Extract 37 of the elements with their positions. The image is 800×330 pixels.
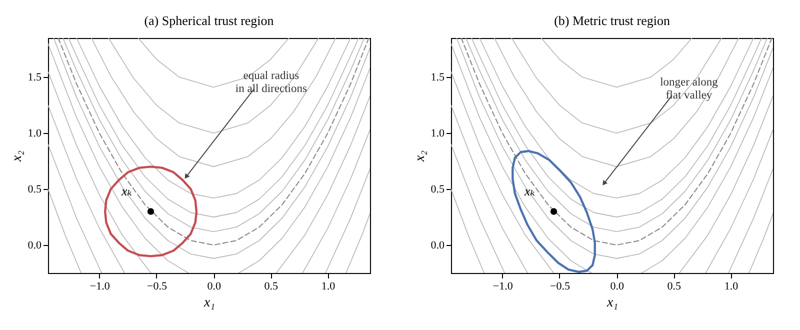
x-tick-label: −1.0 <box>90 280 110 292</box>
chart-title: (a) Spherical trust region <box>144 13 274 28</box>
annotation: xₖ <box>120 183 132 198</box>
line-series <box>494 38 740 168</box>
x-tick-label: 1.0 <box>724 280 739 292</box>
y-tick-label: 1.5 <box>430 72 445 84</box>
line-series <box>511 38 722 134</box>
x-axis-title: x₁ <box>606 296 618 310</box>
line-series <box>512 150 596 273</box>
x-tick-label: −1.0 <box>492 280 514 292</box>
x-tick-label: 0.0 <box>207 280 222 292</box>
chart-title: (b) Metric trust region <box>554 13 670 28</box>
x-tick-label: 0.5 <box>264 280 279 292</box>
x-tick-label: 0.5 <box>667 280 682 292</box>
line-series <box>90 38 336 168</box>
line-series <box>479 38 754 198</box>
y-tick-label: 1.0 <box>430 128 445 140</box>
x-axis-title: x₁ <box>202 296 216 310</box>
line-series <box>104 166 198 258</box>
y-tick-label: 0.0 <box>28 240 42 252</box>
y-tick-label: 0.0 <box>430 240 445 252</box>
line-series <box>108 38 320 134</box>
y-tick-label: 0.5 <box>430 184 445 196</box>
y-tick-label: 1.5 <box>28 72 42 84</box>
x-tick-label: 0.0 <box>610 280 624 292</box>
line-series <box>540 38 692 88</box>
y-tick-label: 0.5 <box>28 184 42 196</box>
line-series <box>76 38 351 198</box>
y-tick-label: 1.0 <box>28 128 42 140</box>
x-tick-label: 1.0 <box>321 280 336 292</box>
x-tick-label: −0.5 <box>550 280 570 292</box>
annotation: equal radius in all directions <box>235 70 308 95</box>
annotation: xₖ <box>524 183 536 198</box>
x-tick-label: −0.5 <box>146 280 168 292</box>
y-axis-title: x₂ <box>412 150 428 163</box>
annotation: longer along flat valley <box>660 76 718 102</box>
y-axis-title: x₂ <box>10 150 25 163</box>
